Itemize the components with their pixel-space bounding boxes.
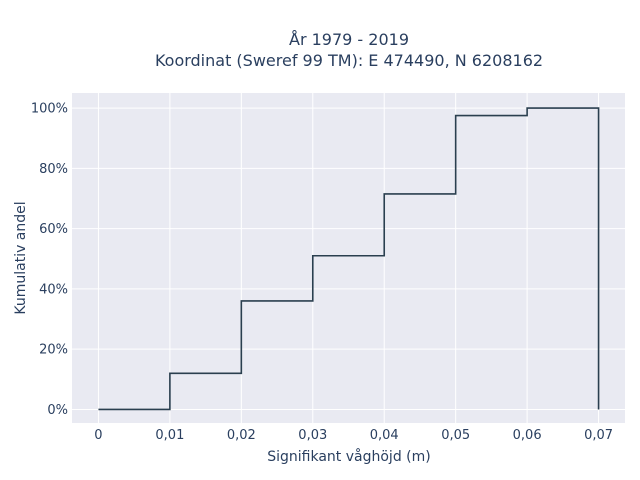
y-axis-label: Kumulativ andel	[13, 201, 29, 314]
plot-area	[72, 93, 625, 423]
y-axis-ticks: 0% 20% 40% 60% 80% 100%	[31, 102, 68, 418]
y-tick-label: 40%	[39, 282, 68, 297]
y-tick-label: 60%	[39, 222, 68, 237]
x-tick-label: 0,04	[370, 428, 399, 443]
x-tick-label: 0,01	[155, 428, 184, 443]
x-tick-label: 0,06	[513, 428, 542, 443]
x-tick-label: 0	[94, 428, 102, 443]
x-axis-label: Signifikant våghöjd (m)	[267, 448, 430, 465]
series-group	[98, 107, 600, 411]
series-step-line	[98, 107, 600, 411]
chart-title-line-2: Koordinat (Sweref 99 TM): E 474490, N 62…	[155, 51, 543, 70]
x-axis-ticks: 0 0,01 0,02 0,03 0,04 0,05 0,06 0,07	[94, 428, 613, 443]
chart-title-line-1: År 1979 - 2019	[289, 30, 409, 49]
y-tick-label: 80%	[39, 162, 68, 177]
y-tick-label: 0%	[47, 403, 68, 418]
y-tick-label: 100%	[31, 102, 68, 117]
y-tick-label: 20%	[39, 343, 68, 358]
x-tick-label: 0,02	[227, 428, 256, 443]
x-tick-label: 0,07	[584, 428, 613, 443]
x-tick-label: 0,05	[441, 428, 470, 443]
x-tick-label: 0,03	[298, 428, 327, 443]
